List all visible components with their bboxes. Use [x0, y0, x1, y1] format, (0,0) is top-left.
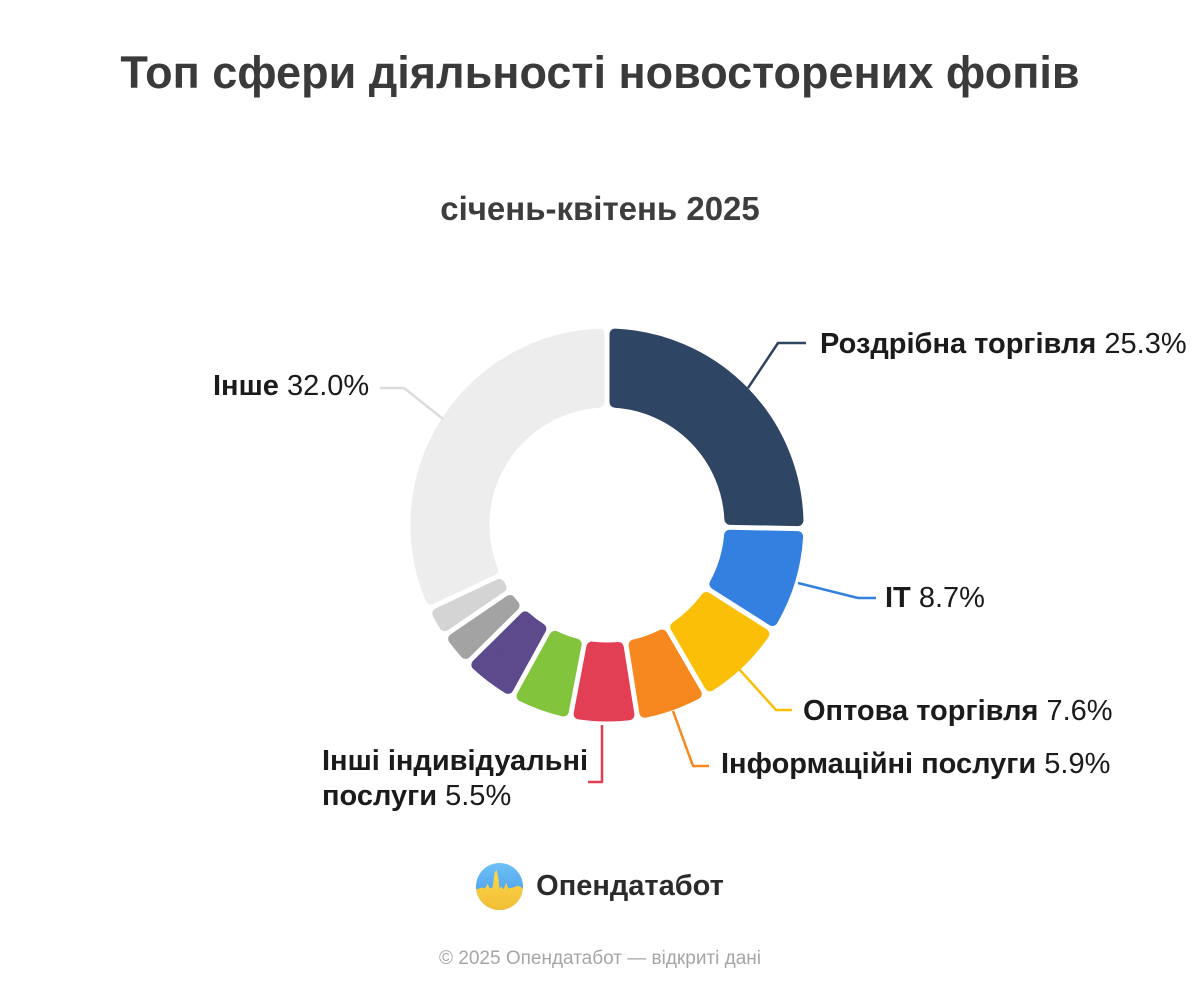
segment-label-information: Інформаційні послуги 5.9% [721, 747, 1110, 782]
page-subtitle: січень-квітень 2025 [440, 190, 760, 227]
donut-segment-4 [573, 641, 635, 722]
segment-name: Роздрібна торгівля [820, 328, 1097, 360]
donut-segment-2 [670, 592, 770, 692]
segment-name: Інформаційні послуги [721, 748, 1037, 780]
leader-line-retail [746, 341, 806, 389]
donut-segment-0 [609, 328, 804, 527]
leader-lines [380, 341, 876, 784]
segment-label-other: Інше 32.0% [213, 369, 369, 404]
donut-segment-1 [709, 529, 804, 626]
segment-value: 25.3% [1104, 328, 1187, 360]
opendatabot-pulse-icon [476, 863, 524, 910]
opendatabot-logo: Опендатабот [0, 863, 1200, 910]
leader-line-it [797, 581, 876, 600]
page-title: Топ сфери діяльності новосторених фопів [120, 47, 1080, 98]
segment-label-it: IT 8.7% [885, 581, 985, 616]
segment-name: Інше [213, 370, 279, 402]
donut-segment-5 [516, 630, 582, 717]
donut-segment-7 [448, 595, 520, 659]
logo-text: Опендатабот [536, 870, 724, 902]
donut-segment-3 [628, 629, 702, 718]
segment-value: 5.5% [445, 780, 512, 812]
segment-name: IT [885, 582, 911, 614]
segment-value: 32.0% [286, 370, 370, 402]
donut-segment-9 [410, 328, 605, 605]
segment-label-wholesale: Оптова торгівля 7.6% [803, 694, 1113, 729]
donut-segments [410, 328, 804, 722]
segment-label-other-individual: Інші індивідуальні послуги 5.5% [322, 744, 604, 814]
donut-segment-6 [471, 611, 547, 694]
segment-value: 5.9% [1044, 748, 1111, 780]
leader-line-other-individual [588, 725, 604, 784]
footer-copyright: © 2025 Опендатабот — відкриті дані [439, 948, 761, 969]
segment-name: Інші індивідуальні послуги [322, 745, 589, 812]
leader-line-other [380, 386, 444, 420]
leader-line-wholesale [738, 668, 792, 712]
segment-value: 8.7% [918, 582, 985, 614]
donut-segment-8 [432, 578, 507, 632]
segment-label-retail: Роздрібна торгівля 25.3% [820, 327, 1187, 362]
segment-value: 7.6% [1046, 695, 1113, 727]
segment-name: Оптова торгівля [803, 695, 1039, 727]
leader-line-information [671, 710, 709, 768]
